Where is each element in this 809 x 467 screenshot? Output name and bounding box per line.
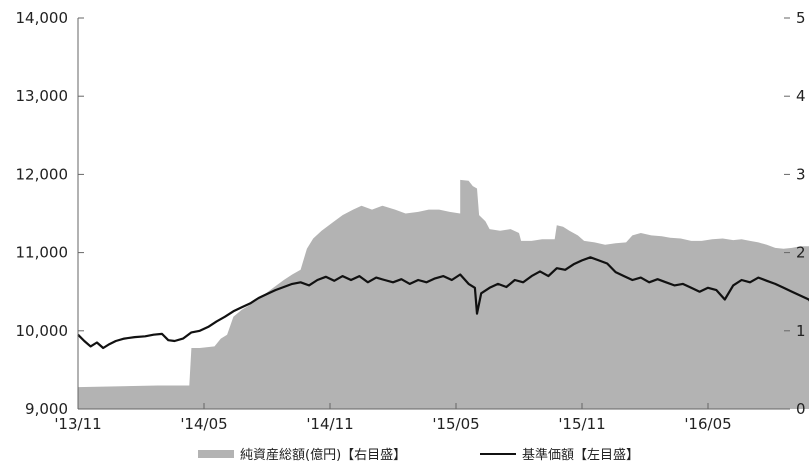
series-nav-line bbox=[77, 256, 809, 350]
legend-label-net-assets: 純資産総額(億円)【右目盛】 bbox=[240, 447, 406, 463]
legend-label-nav: 基準価額【左目盛】 bbox=[522, 447, 639, 463]
legend-swatch-area bbox=[198, 450, 234, 458]
left-tick-label: 14,000 bbox=[16, 9, 69, 27]
x-axis: '13/11 '14/05 '14/11 '15/05 '15/11 '16/05 bbox=[54, 403, 790, 433]
x-tick-label: '13/11 bbox=[54, 415, 101, 433]
right-tick-label: 3 bbox=[796, 165, 806, 183]
plot-area bbox=[77, 179, 809, 409]
right-axis: 0 1 2 3 4 5 bbox=[784, 9, 806, 418]
x-tick-label: '15/05 bbox=[432, 415, 479, 433]
left-tick-label: 13,000 bbox=[16, 87, 69, 105]
right-tick-label: 5 bbox=[796, 9, 806, 27]
left-tick-label: 9,000 bbox=[25, 400, 68, 418]
right-tick-label: 1 bbox=[796, 322, 806, 340]
legend: 純資産総額(億円)【右目盛】 基準価額【左目盛】 bbox=[198, 447, 639, 463]
left-tick-label: 10,000 bbox=[16, 322, 69, 340]
right-tick-label: 0 bbox=[796, 400, 806, 418]
series-net-assets-area bbox=[78, 179, 809, 409]
x-tick-label: '14/11 bbox=[306, 415, 353, 433]
x-tick-label: '15/11 bbox=[558, 415, 605, 433]
x-tick-label: '14/05 bbox=[180, 415, 227, 433]
x-tick-label: '16/05 bbox=[684, 415, 731, 433]
left-axis: 9,000 10,000 11,000 12,000 13,000 14,000 bbox=[16, 9, 84, 418]
left-tick-label: 11,000 bbox=[16, 244, 69, 262]
left-tick-label: 12,000 bbox=[16, 165, 69, 183]
right-tick-label: 2 bbox=[796, 244, 806, 262]
right-tick-label: 4 bbox=[796, 87, 806, 105]
